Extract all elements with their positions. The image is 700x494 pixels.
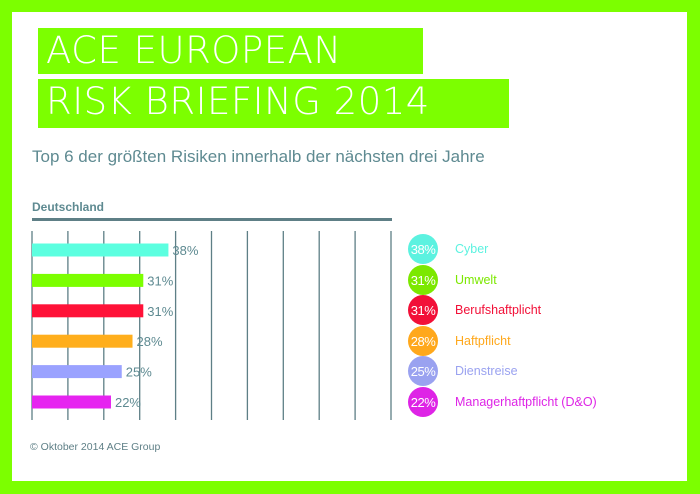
bar-umwelt xyxy=(32,273,144,287)
bar-cyber xyxy=(32,243,169,257)
bar-haftpflicht xyxy=(32,334,133,348)
legend-value-circle: 22% xyxy=(408,387,438,417)
infographic-panel: ACE EUROPEAN RISK BRIEFING 2014 Top 6 de… xyxy=(12,12,687,481)
bar-value-label: 28% xyxy=(137,334,163,349)
bars xyxy=(32,243,169,409)
title-line-1: ACE EUROPEAN xyxy=(38,28,423,74)
bar-value-label: 22% xyxy=(115,395,141,410)
grid-lines xyxy=(31,231,392,420)
legend-item: 25% Dienstreise xyxy=(408,356,518,386)
bar-dienstreise xyxy=(32,365,122,379)
legend-value-circle: 31% xyxy=(408,295,438,325)
bar-value-label: 25% xyxy=(126,365,152,380)
bar-managerhaftpflicht-d-o xyxy=(32,395,111,409)
bar-value-label: 31% xyxy=(147,273,173,288)
legend-item: 38% Cyber xyxy=(408,234,488,264)
legend-label: Haftpflicht xyxy=(455,334,511,348)
subtitle: Top 6 der größten Risiken innerhalb der … xyxy=(32,147,485,166)
legend-item: 28% Haftpflicht xyxy=(408,326,511,356)
legend-label: Umwelt xyxy=(455,273,497,287)
legend-value-circle: 38% xyxy=(408,234,438,264)
legend-item: 31% Berufshaftplicht xyxy=(408,295,541,325)
legend-value-circle: 25% xyxy=(408,356,438,386)
copyright-footer: © Oktober 2014 ACE Group xyxy=(30,441,161,453)
chart-title: Deutschland xyxy=(32,200,105,214)
bar-value-label: 38% xyxy=(172,243,198,258)
legend-value-circle: 31% xyxy=(408,265,438,295)
legend-label: Managerhaftpflicht (D&O) xyxy=(455,395,597,409)
bar-value-label: 31% xyxy=(147,304,173,319)
chart-title-rule xyxy=(32,218,392,221)
legend-item: 31% Umwelt xyxy=(408,265,497,295)
legend-label: Dienstreise xyxy=(455,364,518,378)
bar-berufshaftplicht xyxy=(32,304,144,318)
legend-label: Berufshaftplicht xyxy=(455,303,542,317)
legend-item: 22% Managerhaftpflicht (D&O) xyxy=(408,387,597,417)
value-labels: 38% 31% 31% 28% 25% 22% xyxy=(115,243,199,410)
legend-label: Cyber xyxy=(455,242,489,256)
title-line-2: RISK BRIEFING 2014 xyxy=(38,79,509,128)
bar-chart: 38% 31% 31% 28% 25% 22% xyxy=(31,231,392,420)
legend-value-circle: 28% xyxy=(408,326,438,356)
